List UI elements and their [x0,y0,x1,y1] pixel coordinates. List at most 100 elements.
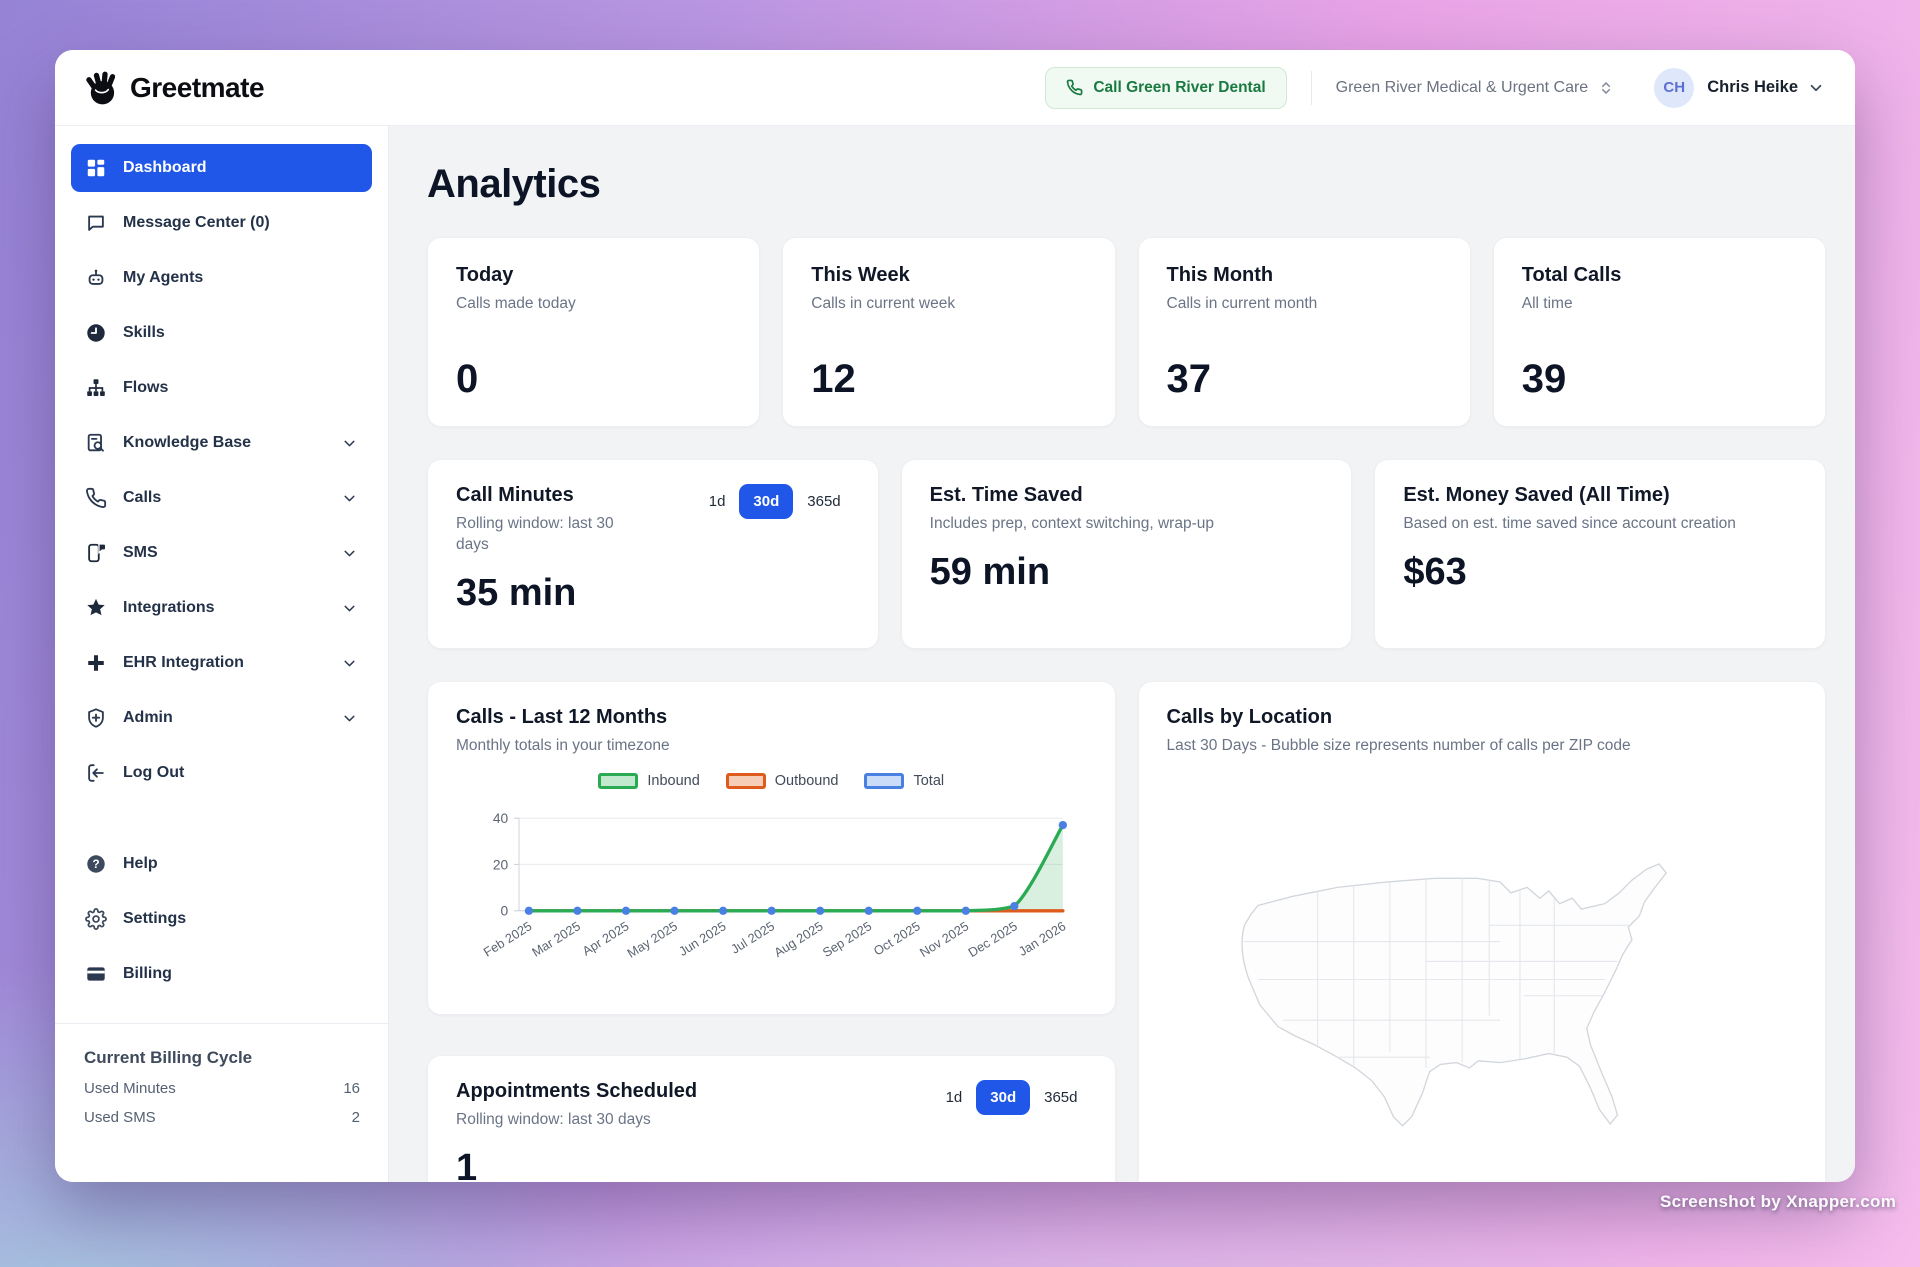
avatar-initials: CH [1663,79,1686,96]
star-icon [85,597,107,619]
used-minutes-value: 16 [343,1080,360,1097]
svg-text:Feb 2025: Feb 2025 [481,918,535,959]
sidebar-divider [55,1023,388,1024]
call-minutes-card: Call Minutes Rolling window: last 30 day… [427,459,879,649]
chevron-down-icon [1807,79,1825,97]
sidebar-item-help[interactable]: ? Help [71,840,372,888]
greetmate-hand-logo-icon [85,70,121,106]
chevron-down-icon [338,542,360,564]
svg-text:20: 20 [493,857,509,872]
skills-gauge-icon [85,322,107,344]
header-divider [1310,70,1312,105]
stat-value: 37 [1166,357,1212,401]
sidebar-item-label: Skills [123,324,165,341]
billing-cycle-title: Current Billing Cycle [84,1048,253,1067]
chart-title: Calls - Last 12 Months [456,706,668,728]
brand-name: Greetmate [130,71,265,103]
sidebar-item-label: Knowledge Base [123,434,252,451]
billing-cycle-row: Used Minutes 16 [84,1080,360,1097]
chevron-down-icon [338,652,360,674]
sidebar-item-label: Message Center (0) [123,214,270,231]
sidebar-item-label: Integrations [123,599,215,616]
range-option-1d[interactable]: 1d [945,1089,963,1106]
sidebar-item-ehr-integration[interactable]: EHR Integration [71,639,372,687]
svg-text:40: 40 [493,811,509,826]
legend-label: Total [913,772,945,789]
stat-subtitle: Calls in current week [811,295,956,312]
call-green-river-dental-button[interactable]: Call Green River Dental [1045,66,1287,109]
time-saved-card: Est. Time Saved Includes prep, context s… [900,459,1353,649]
metric-title: Est. Time Saved [929,484,1083,506]
svg-text:May 2025: May 2025 [624,918,680,961]
used-sms-label: Used SMS [84,1109,156,1126]
legend-item-inbound[interactable]: Inbound [598,772,700,789]
user-avatar[interactable]: CH [1654,67,1695,108]
organization-selector[interactable]: Green River Medical & Urgent Care [1336,79,1615,97]
dashboard-icon [85,157,107,179]
user-menu[interactable]: Chris Heike [1707,78,1825,97]
organization-selector-value: Green River Medical & Urgent Care [1335,78,1589,96]
legend-swatch-outbound [725,772,766,789]
charts-row: Calls - Last 12 Months Monthly totals in… [427,681,1826,1182]
sidebar-item-message-center[interactable]: Message Center (0) [71,199,372,247]
svg-text:Jun 2025: Jun 2025 [676,918,729,959]
stat-title: Today [456,264,514,286]
brand-logo[interactable]: Greetmate [85,70,265,106]
range-option-1d[interactable]: 1d [708,493,726,510]
metric-subtitle: Includes prep, context switching, wrap-u… [929,515,1214,532]
location-subtitle: Last 30 Days - Bubble size represents nu… [1166,737,1631,754]
sidebar-item-flows[interactable]: Flows [71,364,372,412]
svg-text:0: 0 [501,904,509,919]
legend-item-total[interactable]: Total [864,772,945,789]
call-minutes-range-toggle: 1d 30d 365d [700,484,850,519]
stat-subtitle: Calls in current month [1166,295,1318,312]
range-option-30d[interactable]: 30d [976,1080,1031,1115]
chart-legend: Inbound Outbound Total [456,772,1087,789]
sidebar-item-skills[interactable]: Skills [71,309,372,357]
stat-card-this-week: This Week Calls in current week 12 [782,237,1116,427]
sidebar-item-admin[interactable]: Admin [71,694,372,742]
metric-subtitle: Based on est. time saved since account c… [1403,515,1736,532]
stat-title: This Month [1166,264,1274,286]
legend-swatch-inbound [598,772,639,789]
sms-icon [85,542,107,564]
sidebar-item-my-agents[interactable]: My Agents [71,254,372,302]
sidebar-spacer [71,804,372,840]
appointments-subtitle: Rolling window: last 30 days [456,1111,651,1128]
select-updown-icon [1598,80,1614,96]
sidebar: Dashboard Message Center (0) [55,126,389,1182]
range-option-365d[interactable]: 365d [807,493,841,510]
appointments-value: 1 [456,1146,478,1182]
range-option-30d[interactable]: 30d [739,484,794,519]
legend-item-outbound[interactable]: Outbound [725,772,839,789]
sidebar-item-integrations[interactable]: Integrations [71,584,372,632]
svg-text:?: ? [92,857,99,871]
sidebar-item-label: Settings [123,910,187,927]
sidebar-item-dashboard[interactable]: Dashboard [71,144,372,192]
medical-plus-icon [85,652,107,674]
sidebar-item-settings[interactable]: Settings [71,895,372,943]
chevron-down-icon [338,432,360,454]
appointments-range-toggle: 1d 30d 365d [937,1080,1087,1115]
metric-title: Call Minutes [456,484,574,506]
credit-card-icon [85,963,107,985]
sidebar-item-sms[interactable]: SMS [71,529,372,577]
sidebar-item-calls[interactable]: Calls [71,474,372,522]
logout-icon [85,762,107,784]
sidebar-item-log-out[interactable]: Log Out [71,749,372,797]
sidebar-item-billing[interactable]: Billing [71,950,372,998]
chevron-down-icon [338,707,360,729]
location-title: Calls by Location [1166,706,1333,728]
sidebar-item-knowledge-base[interactable]: Knowledge Base [71,419,372,467]
call-minutes-value: 35 min [456,571,577,614]
range-option-365d[interactable]: 365d [1044,1089,1078,1106]
metric-title: Est. Money Saved (All Time) [1403,484,1670,506]
chevron-down-icon [338,597,360,619]
money-saved-card: Est. Money Saved (All Time) Based on est… [1374,459,1826,649]
legend-label: Outbound [774,772,839,789]
money-saved-value: $63 [1403,550,1467,593]
gear-icon [85,908,107,930]
app-window: Greetmate Call Green River Dental Green … [55,50,1855,1182]
svg-text:Sep 2025: Sep 2025 [820,918,874,960]
robot-icon [85,267,107,289]
